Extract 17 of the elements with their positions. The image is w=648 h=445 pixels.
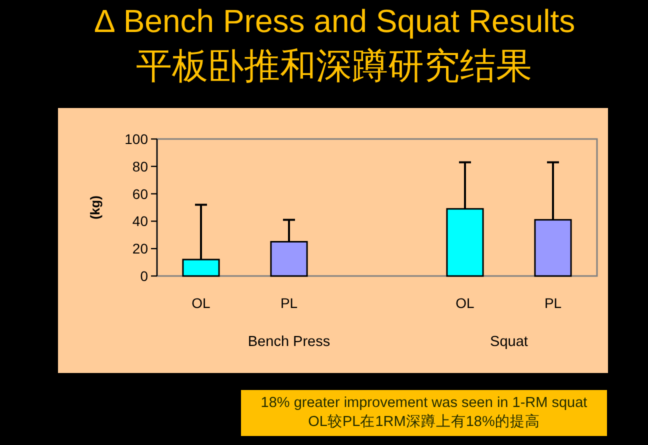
y-tick-label: 80 <box>132 158 148 174</box>
chart-title: ∆ Bench Press and Squat Results <box>94 3 576 39</box>
y-tick-label: 60 <box>132 186 148 202</box>
y-axis-title: (kg) <box>88 196 102 220</box>
text: OL较PL在1RM深蹲上有18%的提高 <box>308 413 540 430</box>
y-tick-label: 100 <box>124 131 148 147</box>
y-tick-label: 20 <box>132 240 148 257</box>
x-tick-label: Squat <box>490 334 528 350</box>
y-tick-label: 40 <box>132 213 148 230</box>
series-label: PL <box>280 295 298 311</box>
text: OL <box>456 295 474 311</box>
text: 18% greater improvement was seen in 1-RM squat <box>260 395 588 411</box>
series-label: OL <box>192 295 211 311</box>
chart-subtitle: 平板卧推和深蹲研究结果 <box>136 46 532 87</box>
text: PL <box>544 295 562 311</box>
y-tick-label: 0 <box>140 268 148 284</box>
x-tick-label: Bench Press <box>248 334 330 350</box>
